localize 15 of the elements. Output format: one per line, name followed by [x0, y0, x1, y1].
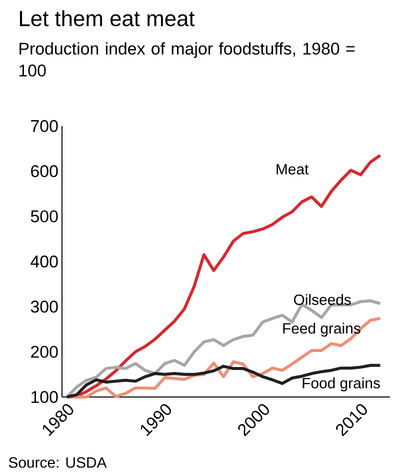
y-tick-label: 500: [30, 210, 58, 222]
series-label: Meat: [276, 164, 309, 174]
source-note: Source: USDA: [8, 457, 107, 468]
line-series: [65, 364, 382, 398]
y-tick-label: 600: [31, 165, 58, 178]
y-tick-label: 700: [31, 120, 58, 132]
chart-subtitle: Production index of major foodstuffs, 1980 = 100: [19, 42, 355, 77]
y-tick-label: 400: [30, 256, 58, 268]
series-label: Oilseeds: [294, 294, 351, 306]
series-label: Feed grains: [283, 322, 360, 337]
y-tick-label: 200: [31, 346, 58, 358]
y-tick-label: 100: [32, 391, 58, 404]
series-label: Food grains: [302, 377, 380, 392]
y-tick-label: 300: [30, 300, 58, 313]
chart-title: Let them eat meat: [20, 10, 195, 26]
